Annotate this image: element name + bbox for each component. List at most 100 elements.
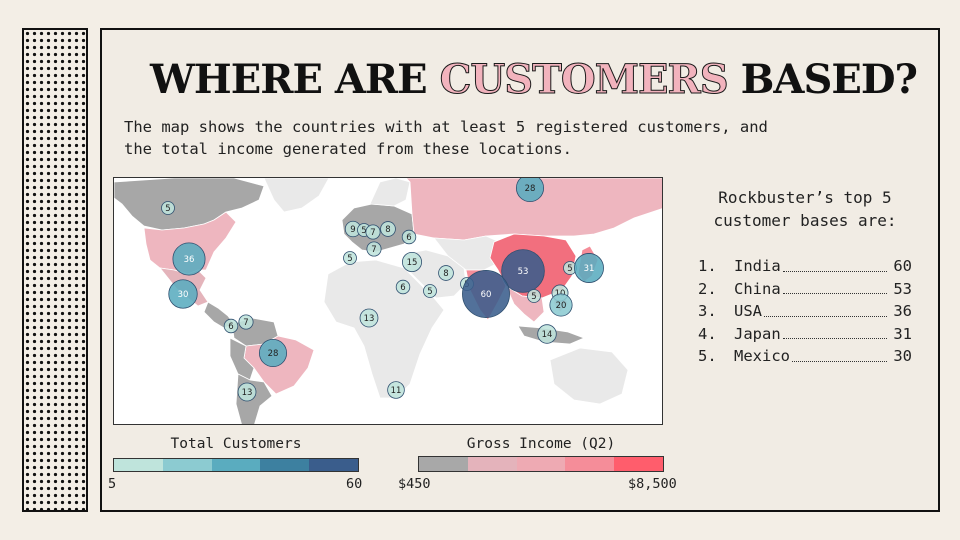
bubble-label: 7 xyxy=(370,228,375,238)
legend-swatch xyxy=(114,459,163,471)
customers-legend-bar xyxy=(113,458,359,472)
customer-bubble[interactable] xyxy=(574,253,604,283)
legend-swatch xyxy=(309,459,358,471)
bubble-label: 31 xyxy=(584,264,595,274)
bubble-label: 7 xyxy=(243,318,248,328)
slide-subtitle: The map shows the countries with at leas… xyxy=(124,118,768,158)
bubble-label: 6 xyxy=(406,233,411,243)
rank-country: Mexico xyxy=(734,347,790,365)
customer-bubble[interactable] xyxy=(423,284,437,298)
bubble-label: 30 xyxy=(178,290,189,300)
customer-bubble[interactable] xyxy=(161,201,175,215)
bubble-label: 8 xyxy=(385,225,390,235)
customer-bubble[interactable] xyxy=(343,251,357,265)
bubble-label: 28 xyxy=(525,184,536,194)
bubble-label: 15 xyxy=(407,258,418,268)
income-legend-min: $450 xyxy=(398,476,431,492)
customer-bubble[interactable] xyxy=(537,324,557,344)
bubble-label: 5 xyxy=(567,264,572,274)
legend-swatch xyxy=(614,457,663,471)
bubble-label: 5 xyxy=(361,226,366,236)
dot-leader xyxy=(764,300,887,317)
bubble-label: 36 xyxy=(184,255,195,265)
southeast-asia-region xyxy=(505,284,545,323)
rank-country: USA xyxy=(734,302,762,320)
customer-bubble[interactable] xyxy=(172,242,206,276)
africa-region xyxy=(323,259,445,399)
rank-number: 2. xyxy=(698,279,717,298)
legend-swatch xyxy=(162,459,212,471)
customer-bubble[interactable] xyxy=(462,270,510,318)
customer-bubble[interactable] xyxy=(515,178,545,203)
customer-bubble[interactable] xyxy=(365,224,381,240)
rank-number: 3. xyxy=(698,302,717,320)
income-legend-max: $8,500 xyxy=(628,476,677,492)
rank-value: 31 xyxy=(893,324,912,343)
rank-row: 2. China 53 xyxy=(698,278,912,301)
customer-map[interactable]: 5283630957867515865553531605102014136728… xyxy=(113,177,663,425)
customer-bubble[interactable] xyxy=(549,293,573,317)
greenland-region xyxy=(263,178,330,213)
bubble-label: 6 xyxy=(400,283,405,293)
customer-bubble[interactable] xyxy=(401,252,422,273)
bubble-label: 13 xyxy=(364,314,375,324)
customer-bubble[interactable] xyxy=(527,289,541,303)
customer-bubble[interactable] xyxy=(387,381,405,399)
rank-value: 53 xyxy=(893,279,912,298)
customer-bubble[interactable] xyxy=(359,308,379,328)
income-legend-bar xyxy=(418,456,664,472)
income-legend-title: Gross Income (Q2) xyxy=(466,436,616,452)
customer-bubble[interactable] xyxy=(237,382,257,402)
bubble-label: 14 xyxy=(542,330,553,340)
bubble-label: 5 xyxy=(427,287,432,297)
halftone-dot-strip xyxy=(22,28,88,512)
customer-bubble[interactable] xyxy=(380,221,396,237)
rank-country: India xyxy=(734,257,781,275)
rank-number: 1. xyxy=(698,257,717,275)
customer-bubble[interactable] xyxy=(258,338,288,368)
customers-legend-max: 60 xyxy=(346,476,363,492)
title-part-1: WHERE ARE xyxy=(150,56,440,103)
legend-swatch xyxy=(467,457,517,471)
dot-leader xyxy=(782,255,887,272)
bubble-label: 5 xyxy=(165,204,170,214)
customer-bubble[interactable] xyxy=(238,314,254,330)
bubble-label: 9 xyxy=(350,225,355,235)
title-highlight: CUSTOMERS xyxy=(439,56,729,104)
rank-country: Japan xyxy=(734,324,781,343)
rank-value: 30 xyxy=(893,347,912,365)
world-map-svg: 5283630957867515865553531605102014136728… xyxy=(114,178,662,424)
bubble-label: 20 xyxy=(556,301,567,311)
rank-number: 5. xyxy=(698,347,717,365)
dot-leader xyxy=(782,323,887,339)
legend-swatch xyxy=(516,457,566,471)
legend-swatch xyxy=(260,459,310,471)
rank-number: 4. xyxy=(698,324,717,343)
rank-value: 60 xyxy=(893,257,912,275)
rank-row: 3. USA 36 xyxy=(698,300,912,323)
legend-swatch xyxy=(419,457,468,471)
customer-bubble[interactable] xyxy=(401,229,417,245)
customer-bubble[interactable] xyxy=(395,279,411,295)
top5-title: Rockbuster’s top 5 customer bases are: xyxy=(713,188,897,230)
bubble-label: 6 xyxy=(228,322,233,332)
legend-swatch xyxy=(211,459,261,471)
peru-bolivia-region xyxy=(229,337,255,381)
customer-bubble[interactable] xyxy=(501,249,545,293)
bubble-label: 28 xyxy=(268,349,279,359)
bubble-label: 5 xyxy=(347,254,352,264)
bubble-label: 8 xyxy=(443,269,448,279)
bubble-label: 13 xyxy=(242,388,253,398)
dot-leader xyxy=(782,278,887,294)
customer-bubble[interactable] xyxy=(223,318,239,334)
legend-swatch xyxy=(565,457,615,471)
rank-value: 36 xyxy=(893,302,912,320)
rank-row: 1. India 60 xyxy=(698,255,912,278)
bubble-layer: 5283630957867515865553531605102014136728… xyxy=(161,178,604,402)
customer-bubble[interactable] xyxy=(168,279,198,309)
bubble-label: 11 xyxy=(391,386,402,396)
customer-bubble[interactable] xyxy=(366,241,382,257)
customers-legend-title: Total Customers xyxy=(170,436,302,452)
customer-bubble[interactable] xyxy=(438,265,454,281)
slide-title: WHERE ARE CUSTOMERS BASED? xyxy=(150,56,918,104)
